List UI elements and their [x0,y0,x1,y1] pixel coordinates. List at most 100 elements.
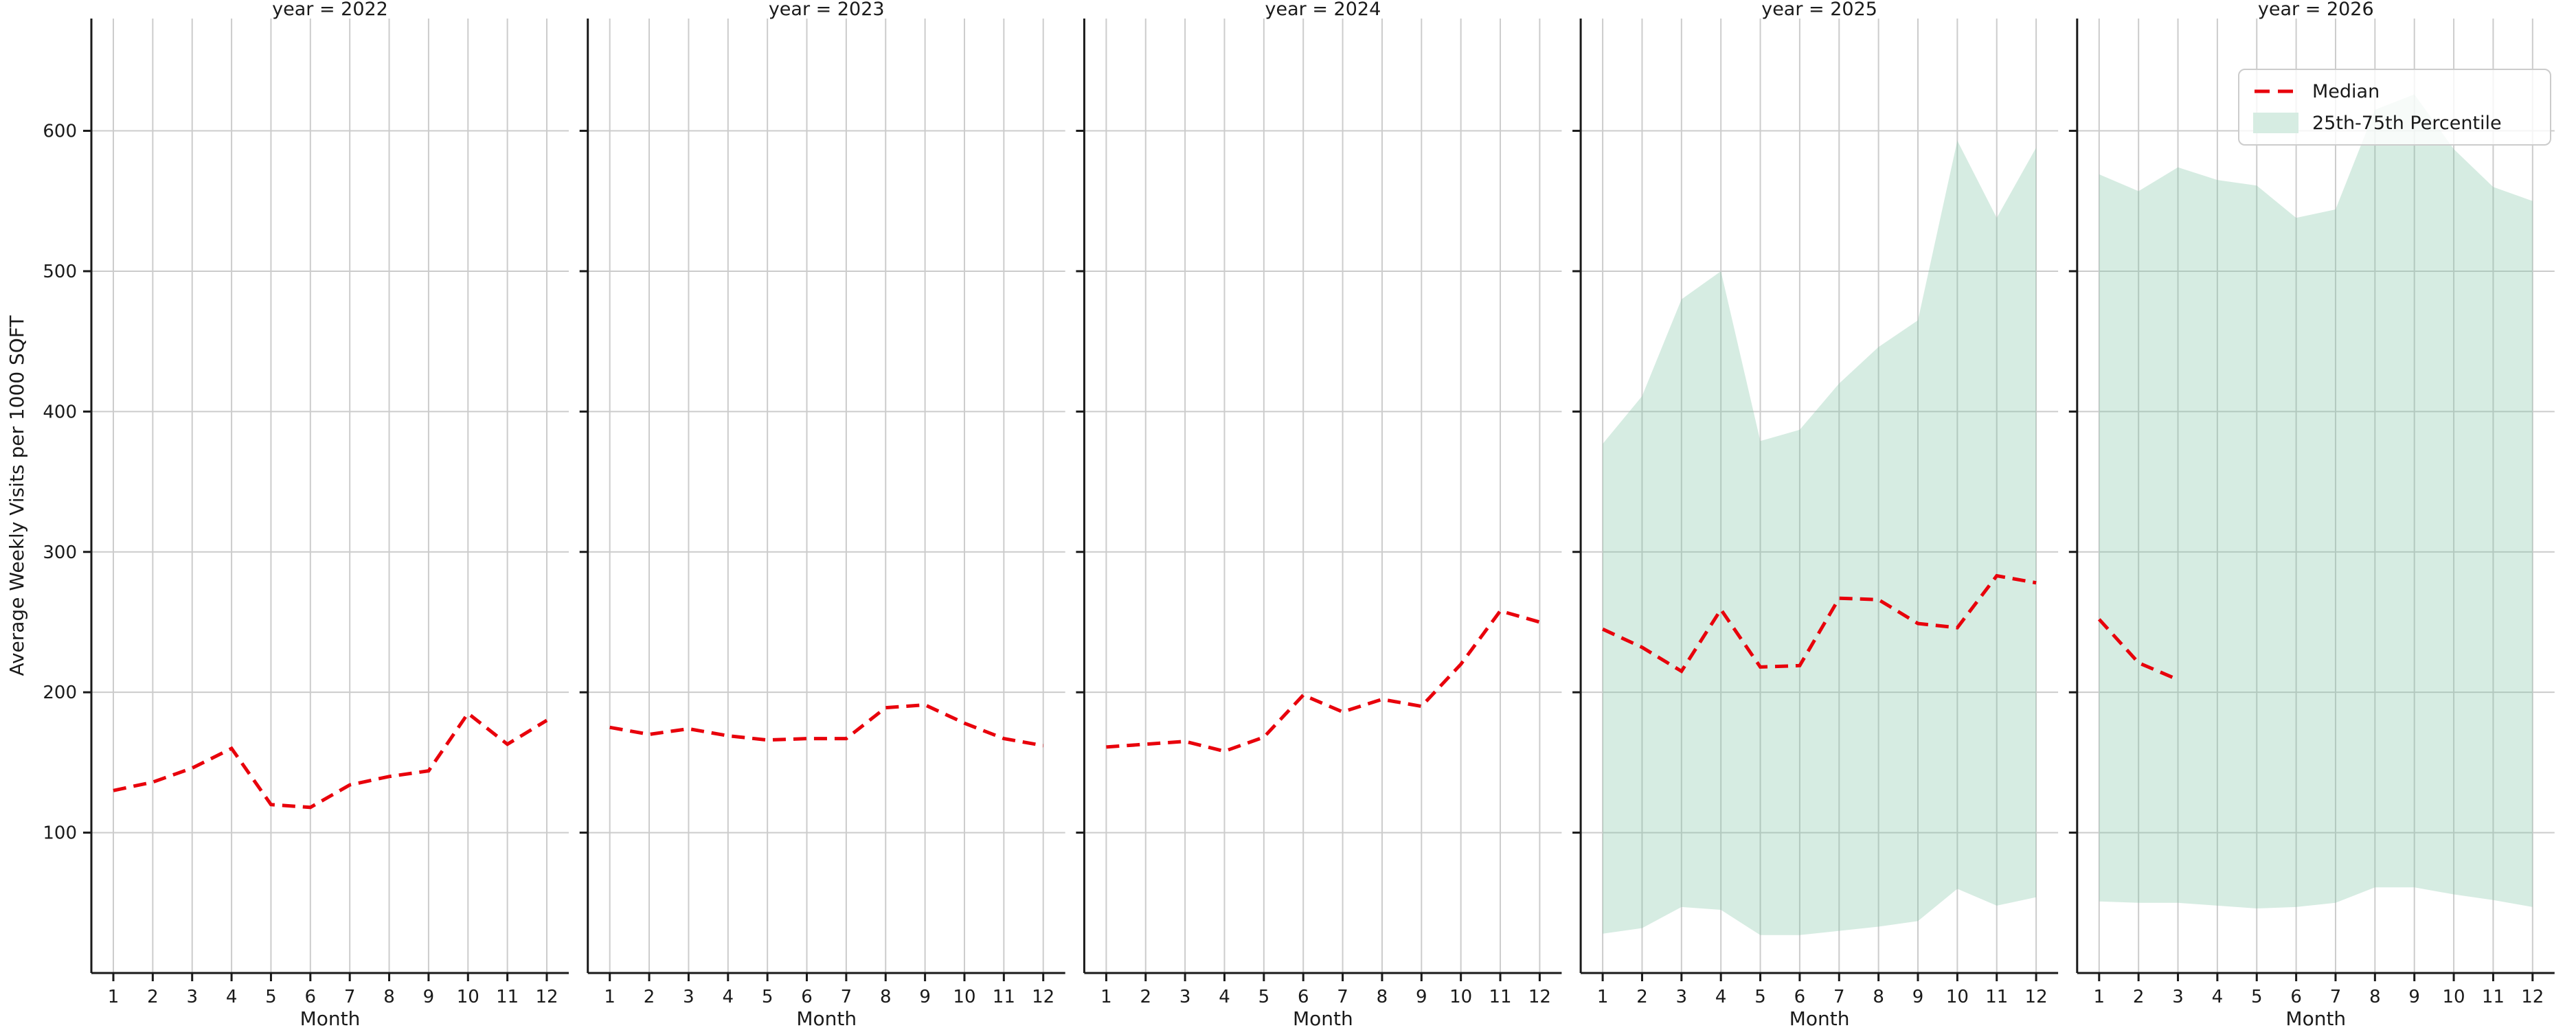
tick-marks [579,130,1045,981]
median-line [1602,573,2037,674]
tick-marks [1572,130,2037,981]
facet-title: year = 2024 [1265,0,1381,20]
legend-item-median: Median [2253,76,2536,106]
x-tick-label: 8 [1377,987,1388,1007]
x-tick-label: 10 [953,987,975,1007]
x-tick-label: 4 [1715,987,1727,1007]
median-line [2097,618,2179,682]
median-dashed-line-swatch [2255,89,2297,93]
x-tick-label: 8 [1873,987,1884,1007]
x-tick-label: 12 [1528,987,1551,1007]
x-axis-label: Month [2285,1007,2346,1030]
facet-title: year = 2026 [2258,0,2374,20]
x-tick-label: 4 [1219,987,1230,1007]
median-line [1106,608,1541,753]
x-tick-label: 2 [1140,987,1151,1007]
y-tick-label: 600 [43,122,77,142]
x-tick-label: 9 [423,987,435,1007]
vertical-gridlines [1602,19,2037,973]
legend-label-percentile-band: 25th-75th Percentile [2312,112,2502,134]
percentile-band [2099,94,2533,908]
tick-marks [83,130,548,981]
x-tick-label: 12 [2025,987,2048,1007]
x-tick-label: 1 [108,987,120,1007]
x-tick-label: 2 [644,987,655,1007]
x-tick-label: 11 [2482,987,2505,1007]
x-tick-label: 11 [993,987,1015,1007]
x-axis-label: Month [1293,1007,1353,1030]
x-tick-label: 10 [2443,987,2465,1007]
x-tick-label: 12 [535,987,558,1007]
x-tick-label: 3 [1676,987,1688,1007]
x-tick-label: 11 [496,987,519,1007]
percentile-band [1603,140,2037,935]
x-tick-label: 3 [186,987,198,1007]
legend: Median 25th-75th Percentile [2238,69,2551,146]
x-tick-label: 7 [1833,987,1845,1007]
x-tick-label: 1 [1100,987,1112,1007]
x-tick-label: 10 [1946,987,1969,1007]
facet-title: year = 2023 [769,0,885,20]
median-line [113,711,548,810]
x-tick-label: 12 [1032,987,1054,1007]
vertical-gridlines [113,19,547,973]
x-tick-label: 2 [147,987,159,1007]
x-tick-label: 8 [383,987,395,1007]
x-tick-label: 6 [305,987,317,1007]
facet-title: year = 2022 [272,0,388,20]
x-tick-label: 6 [801,987,813,1007]
x-tick-label: 3 [1179,987,1191,1007]
vertical-gridlines [2098,19,2533,973]
x-tick-label: 1 [2094,987,2105,1007]
x-tick-label: 5 [1258,987,1270,1007]
x-tick-label: 3 [2172,987,2184,1007]
x-tick-label: 6 [2290,987,2302,1007]
y-tick-label: 500 [43,262,77,282]
x-tick-label: 8 [2369,987,2381,1007]
x-tick-label: 6 [1794,987,1806,1007]
x-tick-label: 4 [723,987,734,1007]
x-tick-label: 5 [1754,987,1766,1007]
x-axis-label: Month [796,1007,857,1030]
x-tick-label: 12 [2521,987,2544,1007]
x-tick-label: 5 [2251,987,2263,1007]
x-tick-label: 5 [762,987,773,1007]
y-tick-label: 300 [43,542,77,563]
y-tick-label: 100 [43,823,77,844]
tick-marks [2068,130,2534,981]
x-tick-label: 11 [1985,987,2008,1007]
x-tick-label: 7 [344,987,356,1007]
x-tick-label: 9 [1416,987,1427,1007]
facet-title: year = 2025 [1761,0,1877,20]
x-tick-label: 7 [1337,987,1348,1007]
x-tick-label: 7 [841,987,852,1007]
horizontal-gridlines [1581,130,2059,834]
x-tick-label: 5 [265,987,277,1007]
legend-item-percentile-band: 25th-75th Percentile [2253,108,2536,138]
x-tick-label: 9 [1912,987,1924,1007]
x-tick-label: 4 [2212,987,2224,1007]
x-tick-label: 11 [1489,987,1511,1007]
y-tick-label: 400 [43,402,77,422]
x-tick-label: 7 [2330,987,2342,1007]
x-tick-label: 10 [1449,987,1472,1007]
x-tick-label: 9 [2408,987,2420,1007]
x-axis-label: Month [1789,1007,1850,1030]
horizontal-gridlines [587,130,1065,834]
vertical-gridlines [1105,19,1541,973]
y-tick-label: 200 [43,683,77,703]
x-tick-label: 9 [919,987,931,1007]
x-axis-label: Month [300,1007,361,1030]
x-tick-label: 2 [1636,987,1648,1007]
percentile-band-swatch [2253,113,2298,133]
x-tick-label: 4 [226,987,238,1007]
percentile-band-swatch-rect [2253,113,2298,133]
x-tick-label: 10 [457,987,479,1007]
x-tick-label: 1 [1597,987,1609,1007]
